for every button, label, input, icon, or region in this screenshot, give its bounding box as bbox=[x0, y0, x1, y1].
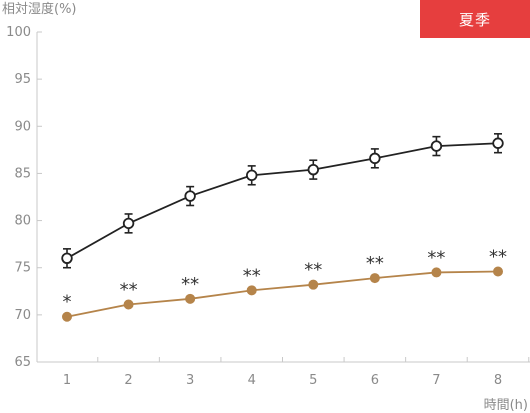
significance-mark: ** bbox=[489, 246, 507, 267]
data-point-open bbox=[61, 252, 73, 264]
x-tick-label: 4 bbox=[248, 373, 256, 388]
data-point-open bbox=[492, 137, 504, 149]
significance-mark: ** bbox=[181, 274, 199, 295]
significance-mark: ** bbox=[427, 247, 445, 268]
x-tick-label: 7 bbox=[432, 373, 440, 388]
x-tick-label: 1 bbox=[63, 373, 71, 388]
x-tick-label: 3 bbox=[186, 373, 194, 388]
significance-mark: ** bbox=[120, 279, 138, 300]
data-point-filled bbox=[308, 279, 319, 290]
data-point-filled bbox=[369, 273, 380, 284]
series-line-lower bbox=[66, 270, 499, 318]
y-tick-label: 90 bbox=[14, 119, 31, 134]
data-point-open bbox=[430, 140, 443, 152]
y-tick-label: 75 bbox=[14, 261, 31, 276]
y-tick-label: 95 bbox=[14, 72, 31, 87]
significance-mark: ** bbox=[243, 265, 261, 286]
data-point-filled bbox=[185, 293, 196, 304]
y-axis-label: 相対湿度(%) bbox=[2, 2, 77, 17]
data-point-open bbox=[122, 217, 135, 230]
data-point-filled bbox=[62, 311, 72, 322]
data-point-filled bbox=[431, 267, 442, 278]
y-tick-label: 70 bbox=[14, 308, 31, 323]
y-tick-label: 100 bbox=[6, 25, 31, 40]
x-tick-label: 6 bbox=[371, 373, 379, 388]
significance-mark: * bbox=[63, 292, 72, 313]
x-axis-label: 時間(h) bbox=[483, 398, 528, 413]
y-tick-label: 65 bbox=[14, 355, 31, 370]
x-tick-label: 5 bbox=[309, 373, 317, 388]
data-point-filled bbox=[493, 266, 503, 277]
season-badge: 夏季 bbox=[420, 0, 530, 38]
significance-mark: ** bbox=[304, 260, 322, 281]
series-line-upper bbox=[66, 142, 499, 260]
data-point-open bbox=[246, 169, 258, 182]
data-point-filled bbox=[246, 285, 257, 296]
data-point-open bbox=[184, 190, 196, 202]
x-tick-label: 8 bbox=[494, 373, 502, 388]
data-point-open bbox=[307, 163, 319, 176]
y-tick-label: 80 bbox=[14, 214, 31, 229]
data-point-open bbox=[369, 152, 381, 165]
data-point-filled bbox=[123, 299, 134, 310]
x-tick-label: 2 bbox=[124, 373, 132, 388]
y-tick-label: 85 bbox=[14, 166, 31, 181]
significance-mark: ** bbox=[366, 253, 384, 274]
